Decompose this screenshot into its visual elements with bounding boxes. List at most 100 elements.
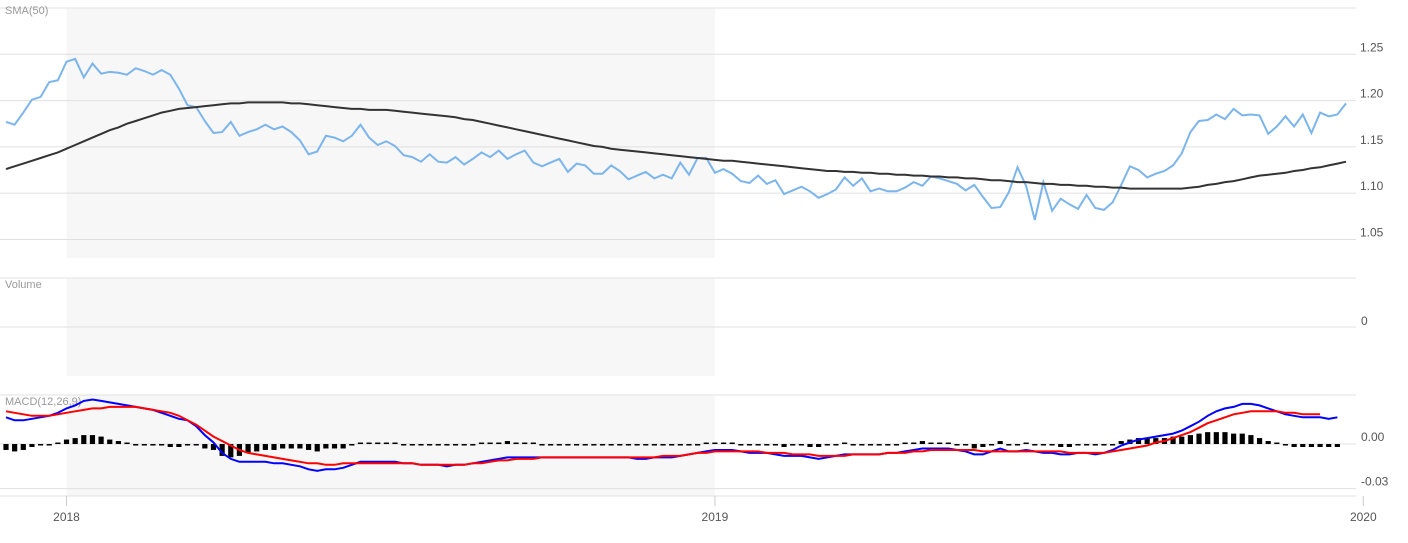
macd-histogram-bar: [418, 444, 424, 446]
macd-histogram-bar: [1075, 444, 1081, 446]
macd-histogram-bar: [202, 444, 208, 449]
macd-histogram-bar: [1014, 444, 1021, 446]
macd-histogram-bar: [159, 444, 165, 446]
macd-histogram-bar: [1040, 444, 1047, 446]
macd-histogram-bar: [893, 444, 900, 446]
macd-histogram-bar: [1326, 444, 1332, 447]
macd-histogram-bar: [1239, 433, 1245, 445]
macd-histogram-bar: [288, 444, 294, 449]
macd-histogram-bar: [1187, 435, 1193, 445]
macd-histogram-bar: [1213, 432, 1219, 445]
macd-histogram-bar: [124, 442, 130, 445]
macd-histogram-bar: [470, 444, 476, 446]
macd-histogram-bar: [1101, 444, 1107, 446]
macd-histogram-bar: [383, 442, 389, 445]
macd-histogram-bar: [81, 435, 87, 445]
volume-pane-title: Volume: [5, 279, 42, 291]
macd-histogram-bar: [12, 444, 18, 452]
macd-histogram-bar: [3, 444, 9, 450]
year-band-2-0: [66, 395, 715, 496]
macd-histogram-bar: [98, 436, 104, 445]
macd-histogram-bar: [807, 444, 813, 447]
macd-histogram-bar: [625, 444, 632, 446]
macd-histogram-bar: [720, 442, 727, 445]
macd-histogram-bar: [89, 435, 96, 445]
macd-histogram-bar: [1308, 444, 1315, 447]
macd-histogram-bar: [37, 444, 44, 446]
macd-histogram-bar: [859, 444, 865, 446]
macd-pane-plot: [5, 398, 1338, 472]
macd-histogram-bar: [1066, 444, 1072, 447]
macd-histogram-bar: [504, 441, 511, 445]
macd-histogram-bar: [876, 444, 882, 446]
macd-histogram-bar: [833, 444, 839, 446]
macd-histogram-bar: [228, 444, 234, 458]
macd-histogram-bar: [427, 444, 433, 446]
macd-histogram-bar: [591, 444, 597, 446]
macd-histogram-bar: [305, 444, 312, 450]
macd-histogram-bar: [219, 444, 225, 456]
macd-histogram-bar: [686, 444, 692, 446]
macd-histogram-bar: [911, 442, 917, 445]
macd-histogram-bar: [634, 444, 640, 446]
macd-histogram-bar: [954, 444, 960, 446]
sma-y-tick-label: 1.05: [1360, 225, 1384, 239]
macd-histogram-bar: [184, 444, 191, 446]
macd-histogram-bar: [297, 444, 303, 449]
macd-histogram-bar: [1300, 444, 1306, 447]
macd-histogram-bar: [115, 441, 121, 445]
macd-histogram-bar: [29, 444, 35, 447]
macd-pane-title: MACD(12,26,9): [5, 396, 81, 408]
volume-y-tick-label: 0: [1361, 314, 1368, 328]
macd-histogram-bar: [928, 442, 934, 445]
macd-histogram-bar: [193, 444, 199, 446]
macd-histogram-bar: [1109, 444, 1116, 446]
sma-series-line-1: [5, 101, 1347, 190]
macd-y-tick-label: 0.00: [1361, 430, 1385, 444]
macd-histogram-bar: [1084, 444, 1090, 446]
macd-histogram-bar: [1231, 433, 1237, 445]
macd-histogram-bar: [556, 444, 562, 446]
x-axis-labels: 2018 2019 2020: [53, 496, 1377, 524]
macd-histogram-bar: [937, 442, 943, 445]
macd-histogram-bar: [1049, 444, 1055, 446]
macd-histogram-bar: [513, 442, 519, 445]
macd-histogram-bar: [357, 442, 364, 445]
macd-histogram-bar: [643, 444, 649, 446]
macd-histogram-bar: [738, 444, 744, 446]
macd-histogram-bar: [746, 444, 753, 446]
macd-histogram-bar: [902, 442, 908, 445]
macd-histogram: [3, 432, 1340, 458]
macd-histogram-bar: [340, 444, 346, 449]
macd-histogram-bar: [617, 444, 623, 446]
macd-histogram-bar: [55, 442, 61, 445]
sma-y-tick-label: 1.20: [1360, 87, 1384, 101]
macd-histogram-bar: [669, 444, 675, 446]
macd-histogram-bar: [1179, 436, 1185, 445]
macd-histogram-bar: [409, 444, 415, 446]
macd-histogram-bar: [1135, 438, 1142, 445]
macd-histogram-bar: [331, 444, 338, 449]
macd-histogram-bar: [850, 444, 856, 446]
sma-y-tick-label: 1.10: [1360, 179, 1384, 193]
macd-histogram-bar: [375, 442, 381, 445]
macd-histogram-bar: [703, 442, 709, 445]
year-band-0-0: [66, 8, 715, 258]
macd-histogram-bar: [816, 444, 822, 447]
macd-histogram-bar: [349, 444, 355, 446]
sma-y-tick-label: 1.15: [1360, 133, 1384, 147]
macd-histogram-bar: [988, 444, 995, 446]
macd-histogram-bar: [1265, 441, 1271, 445]
macd-histogram-bar: [262, 444, 268, 450]
macd-histogram-bar: [651, 444, 657, 446]
macd-histogram-bar: [150, 444, 156, 446]
macd-histogram-bar: [1006, 444, 1012, 446]
macd-histogram-bar: [167, 444, 173, 447]
macd-histogram-bar: [582, 444, 588, 446]
macd-histogram-bar: [712, 442, 718, 445]
macd-histogram-bar: [1092, 444, 1098, 446]
macd-histogram-bar: [133, 444, 139, 446]
macd-histogram-bar: [63, 439, 70, 445]
macd-histogram-bar: [599, 444, 606, 446]
x-axis-tick-label: 2020: [1350, 510, 1377, 524]
